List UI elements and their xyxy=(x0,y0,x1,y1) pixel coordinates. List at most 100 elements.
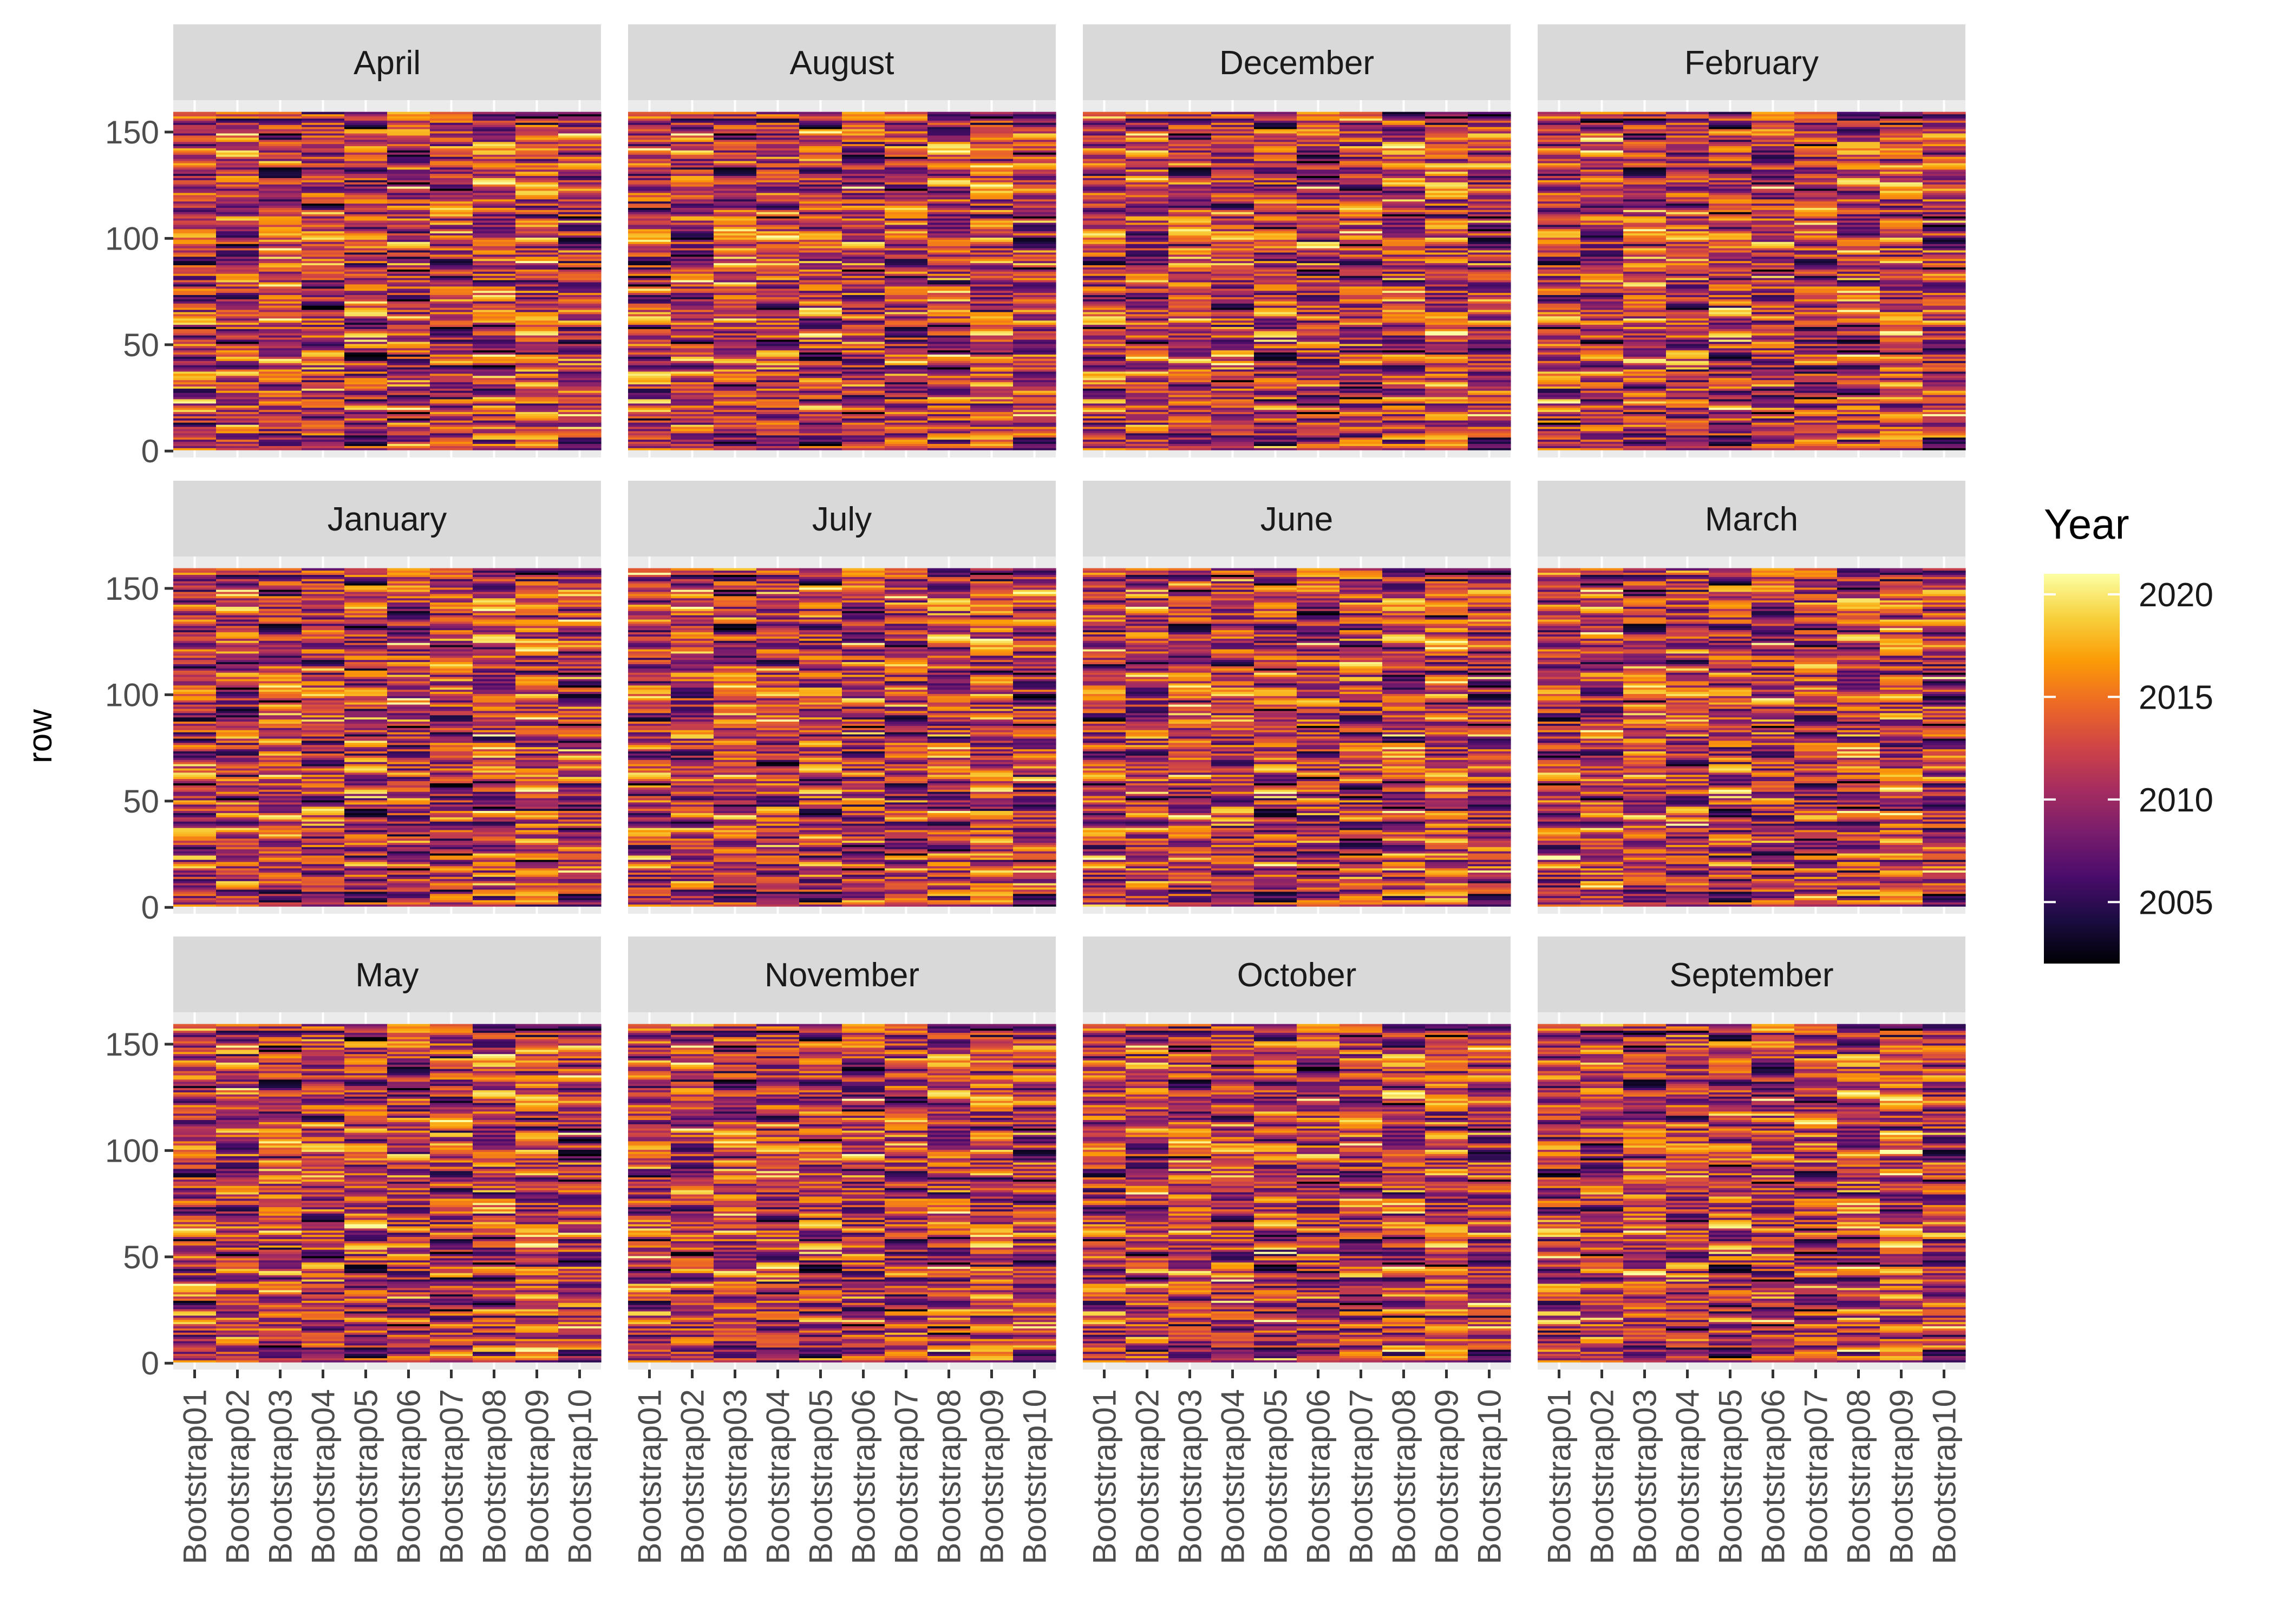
heatmap-cell xyxy=(344,159,388,161)
heatmap-cell xyxy=(1168,229,1212,232)
heatmap-cell xyxy=(1538,431,1581,434)
heatmap-cell xyxy=(756,257,800,259)
heatmap-cell xyxy=(714,378,757,381)
heatmap-cell xyxy=(799,227,842,230)
heatmap-cell xyxy=(1468,159,1511,161)
heatmap-cell xyxy=(1211,363,1254,365)
heatmap-cell xyxy=(1168,433,1212,436)
heatmap-cell xyxy=(1168,378,1212,381)
heatmap-cell xyxy=(1382,282,1426,285)
heatmap-cell xyxy=(1168,444,1212,447)
heatmap-cell xyxy=(1339,237,1383,240)
heatmap-cell xyxy=(970,218,1014,221)
heatmap-cell xyxy=(558,295,602,298)
heatmap-cell xyxy=(970,271,1014,274)
heatmap-cell xyxy=(1168,284,1212,287)
heatmap-cell xyxy=(1126,399,1169,402)
heatmap-cell xyxy=(259,222,302,225)
heatmap-cell xyxy=(558,206,602,208)
heatmap-cell xyxy=(1382,333,1426,336)
heatmap-cell xyxy=(1013,295,1056,298)
heatmap-cell xyxy=(1211,339,1254,342)
heatmap-cell xyxy=(1126,303,1169,306)
heatmap-cell xyxy=(799,437,842,440)
heatmap-cell xyxy=(927,231,971,234)
heatmap-cell xyxy=(1538,259,1581,261)
heatmap-cell xyxy=(1211,118,1254,121)
heatmap-cell xyxy=(799,295,842,298)
heatmap-cell xyxy=(1538,356,1581,359)
heatmap-cell xyxy=(1339,403,1383,406)
heatmap-cell xyxy=(1126,440,1169,442)
heatmap-cell xyxy=(1339,248,1383,251)
heatmap-cell xyxy=(842,133,885,136)
heatmap-cell xyxy=(259,337,302,340)
heatmap-cell xyxy=(842,261,885,264)
heatmap-cell xyxy=(970,199,1014,202)
heatmap-cell xyxy=(671,239,714,242)
heatmap-cell xyxy=(799,350,842,353)
heatmap-cell xyxy=(1211,140,1254,142)
heatmap-cell xyxy=(173,346,217,349)
heatmap-cell xyxy=(259,116,302,119)
heatmap-cell xyxy=(216,178,259,180)
heatmap-cell xyxy=(173,367,217,370)
heatmap-cell xyxy=(1468,437,1511,440)
heatmap-cell xyxy=(1126,214,1169,217)
heatmap-cell xyxy=(259,176,302,179)
heatmap-cell xyxy=(714,225,757,227)
heatmap-cell xyxy=(1013,254,1056,257)
heatmap-cell xyxy=(216,395,259,397)
heatmap-cell xyxy=(430,448,473,450)
heatmap-cell xyxy=(259,137,302,140)
heatmap-cell xyxy=(799,433,842,436)
heatmap-cell xyxy=(259,326,302,329)
heatmap-cell xyxy=(1013,427,1056,429)
heatmap-cell xyxy=(799,420,842,423)
heatmap-cell xyxy=(628,418,671,421)
heatmap-cell xyxy=(842,278,885,280)
heatmap-cell xyxy=(344,403,388,406)
heatmap-cell xyxy=(430,114,473,117)
heatmap-cell xyxy=(430,195,473,198)
heatmap-cell xyxy=(173,188,217,191)
heatmap-cell xyxy=(302,125,345,127)
heatmap-cell xyxy=(473,209,516,212)
heatmap-cell xyxy=(1297,386,1340,389)
heatmap-cell xyxy=(1468,376,1511,378)
heatmap-cell xyxy=(885,376,928,378)
heatmap-cell xyxy=(1254,116,1297,119)
heatmap-cell xyxy=(1297,371,1340,374)
heatmap-cell xyxy=(344,369,388,372)
heatmap-cell xyxy=(1083,199,1126,202)
heatmap-cell xyxy=(1254,293,1297,296)
heatmap-cell xyxy=(173,320,217,323)
heatmap-cell xyxy=(302,323,345,325)
heatmap-cell xyxy=(430,433,473,436)
heatmap-cell xyxy=(1168,318,1212,321)
heatmap-cell xyxy=(259,152,302,155)
heatmap-cell xyxy=(1254,303,1297,306)
heatmap-cell xyxy=(216,284,259,287)
heatmap-cell xyxy=(1013,154,1056,157)
heatmap-cell xyxy=(885,227,928,230)
heatmap-cell xyxy=(671,127,714,129)
heatmap-cell xyxy=(1468,188,1511,191)
heatmap-cell xyxy=(671,361,714,363)
heatmap-cell xyxy=(558,259,602,261)
heatmap-cell xyxy=(430,135,473,138)
heatmap-cell xyxy=(799,197,842,200)
heatmap-cell xyxy=(799,442,842,444)
heatmap-cell xyxy=(1211,371,1254,374)
heatmap-cell xyxy=(927,323,971,325)
heatmap-cell xyxy=(927,427,971,429)
heatmap-cell xyxy=(1013,335,1056,338)
heatmap-cell xyxy=(756,361,800,363)
heatmap-cell xyxy=(799,206,842,208)
heatmap-cell xyxy=(842,259,885,261)
heatmap-cell xyxy=(1538,316,1581,319)
heatmap-cell xyxy=(1339,433,1383,436)
heatmap-cell xyxy=(1468,440,1511,442)
heatmap-cell xyxy=(1254,250,1297,253)
heatmap-cell xyxy=(1168,320,1212,323)
